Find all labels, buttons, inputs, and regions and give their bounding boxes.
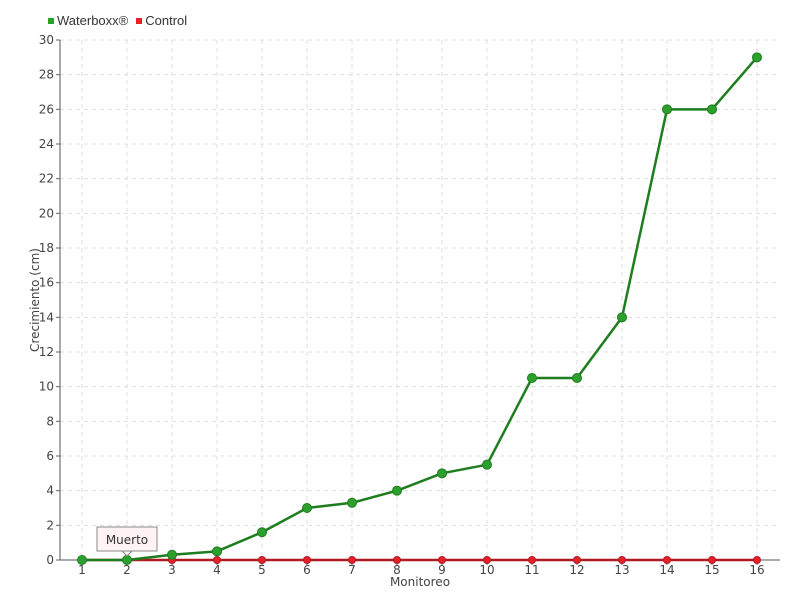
y-axis-title: Crecimiento (cm) xyxy=(28,248,42,352)
point-waterboxx[interactable] xyxy=(527,373,537,383)
y-tick-label: 12 xyxy=(39,345,54,359)
series-control xyxy=(78,556,761,564)
axes xyxy=(56,39,780,565)
y-tick-label: 0 xyxy=(46,553,54,567)
x-tick-label: 5 xyxy=(258,563,266,577)
point-waterboxx[interactable] xyxy=(482,459,492,470)
y-tick-label: 4 xyxy=(46,484,54,498)
point-control[interactable] xyxy=(258,556,266,564)
point-waterboxx[interactable] xyxy=(392,485,402,496)
point-waterboxx[interactable] xyxy=(257,527,267,538)
legend-item-waterboxx[interactable]: Waterboxx® xyxy=(48,13,128,28)
point-waterboxx[interactable] xyxy=(707,104,717,115)
point-control[interactable] xyxy=(393,556,401,564)
point-control[interactable] xyxy=(663,556,671,564)
x-tick-label: 12 xyxy=(569,563,584,577)
y-tick-label: 24 xyxy=(39,137,54,151)
y-tick-label: 18 xyxy=(39,241,54,255)
point-control[interactable] xyxy=(303,556,311,564)
point-waterboxx[interactable] xyxy=(212,546,222,557)
point-control[interactable] xyxy=(618,556,626,564)
point-waterboxx[interactable] xyxy=(437,468,447,479)
x-tick-label: 11 xyxy=(524,563,539,577)
y-tick-label: 10 xyxy=(39,380,54,394)
x-tick-label: 6 xyxy=(303,563,311,577)
point-waterboxx[interactable] xyxy=(752,52,762,63)
x-tick-label: 7 xyxy=(348,563,356,577)
y-tick-label: 20 xyxy=(39,206,54,220)
x-tick-label: 9 xyxy=(438,563,446,577)
x-tick-label: 13 xyxy=(614,563,629,577)
point-control[interactable] xyxy=(753,556,761,564)
point-control[interactable] xyxy=(708,556,716,564)
legend-swatch-control xyxy=(136,17,143,24)
y-tick-label: 8 xyxy=(46,414,54,428)
legend-label-control: Control xyxy=(145,13,188,28)
point-waterboxx[interactable] xyxy=(167,549,177,560)
x-tick-label: 4 xyxy=(213,563,221,577)
point-waterboxx[interactable] xyxy=(77,555,87,565)
tooltip-text: Muerto xyxy=(106,533,148,547)
tooltip-box xyxy=(96,526,158,552)
y-tick-label: 28 xyxy=(39,68,54,82)
x-tick-label: 8 xyxy=(393,563,401,577)
x-tick-label: 2 xyxy=(123,563,131,577)
point-control[interactable] xyxy=(483,556,491,564)
point-control[interactable] xyxy=(528,556,536,564)
series-line-waterboxx xyxy=(82,56,758,562)
tooltip-pointer xyxy=(120,550,134,557)
x-tick-label: 3 xyxy=(168,563,176,577)
y-tick-label: 2 xyxy=(46,518,54,532)
point-waterboxx[interactable] xyxy=(572,373,582,383)
point-control[interactable] xyxy=(348,556,356,564)
tooltip-muerto: Muerto xyxy=(96,526,158,557)
y-tick-label: 22 xyxy=(39,172,54,186)
grid xyxy=(60,39,780,560)
x-tick-label: 15 xyxy=(704,563,719,577)
x-tick-label: 10 xyxy=(479,563,494,577)
point-waterboxx[interactable] xyxy=(662,104,672,115)
x-axis-title: Monitoreo xyxy=(390,575,450,589)
x-tick-label: 14 xyxy=(659,563,674,577)
point-control[interactable] xyxy=(213,556,221,564)
x-tick-label: 16 xyxy=(749,563,764,577)
y-tick-label: 6 xyxy=(46,449,54,463)
x-tick-label: 1 xyxy=(78,563,86,577)
y-tick-label: 26 xyxy=(39,102,54,116)
point-control[interactable] xyxy=(573,556,581,564)
point-waterboxx[interactable] xyxy=(617,312,627,323)
point-waterboxx[interactable] xyxy=(302,503,312,513)
legend-swatch-waterboxx xyxy=(48,17,54,24)
point-waterboxx[interactable] xyxy=(347,497,357,508)
legend-item-control[interactable]: Control xyxy=(136,13,187,28)
point-control[interactable] xyxy=(438,556,446,564)
series-waterboxx xyxy=(77,52,762,565)
legend: Waterboxx® Control xyxy=(48,13,187,28)
point-waterboxx[interactable] xyxy=(122,555,132,565)
y-tick-label: 14 xyxy=(39,310,54,324)
y-tick-label: 16 xyxy=(39,276,54,290)
legend-label-waterboxx: Waterboxx® xyxy=(57,13,129,28)
x-tick-labels: 1 2 3 4 5 6 7 8 9 10 11 12 13 14 15 16 xyxy=(78,563,764,577)
y-tick-label: 30 xyxy=(39,33,54,47)
